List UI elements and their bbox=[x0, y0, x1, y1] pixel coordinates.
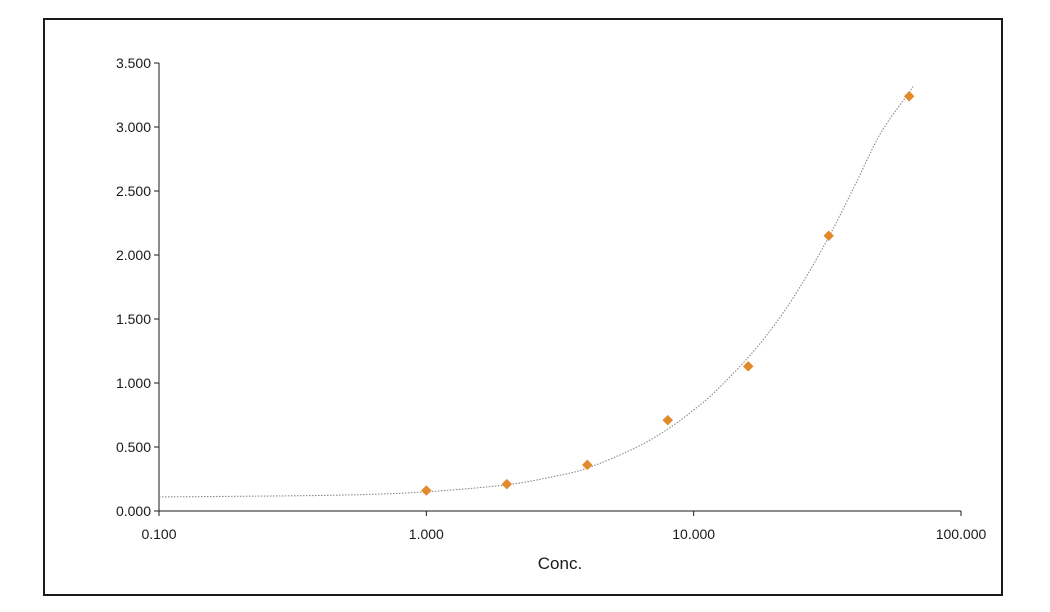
data-point bbox=[581, 459, 593, 471]
x-tick-label: 0.100 bbox=[141, 526, 176, 542]
data-point bbox=[823, 230, 835, 242]
data-point bbox=[662, 414, 674, 426]
fit-curve-layer bbox=[158, 85, 914, 498]
x-tick-label: 100.000 bbox=[936, 526, 987, 542]
y-tick-label: 3.000 bbox=[116, 119, 151, 135]
y-tick-label: 2.500 bbox=[116, 183, 151, 199]
x-tick-label: 1.000 bbox=[409, 526, 444, 542]
axes bbox=[154, 62, 962, 516]
y-tick-label: 0.500 bbox=[116, 439, 151, 455]
tick-labels-layer: 0.000 0.500 1.000 1.500 2.000 2.500 3.000 3.500… bbox=[116, 55, 987, 542]
x-axis-title: Conc. bbox=[538, 554, 582, 573]
y-tick-label: 2.000 bbox=[116, 247, 151, 263]
y-tick-label: 1.500 bbox=[116, 311, 151, 327]
y-tick-label: 3.500 bbox=[116, 55, 151, 71]
chart-frame bbox=[43, 18, 1003, 596]
y-tick-label: 0.000 bbox=[116, 503, 151, 519]
data-point bbox=[903, 90, 915, 102]
data-point bbox=[742, 361, 754, 372]
x-tick-label: 10.000 bbox=[672, 526, 715, 542]
fit-curve bbox=[158, 85, 914, 498]
y-tick-label: 1.000 bbox=[116, 375, 151, 391]
data-points-layer bbox=[420, 90, 915, 496]
data-point bbox=[420, 485, 432, 496]
data-point bbox=[501, 478, 513, 490]
